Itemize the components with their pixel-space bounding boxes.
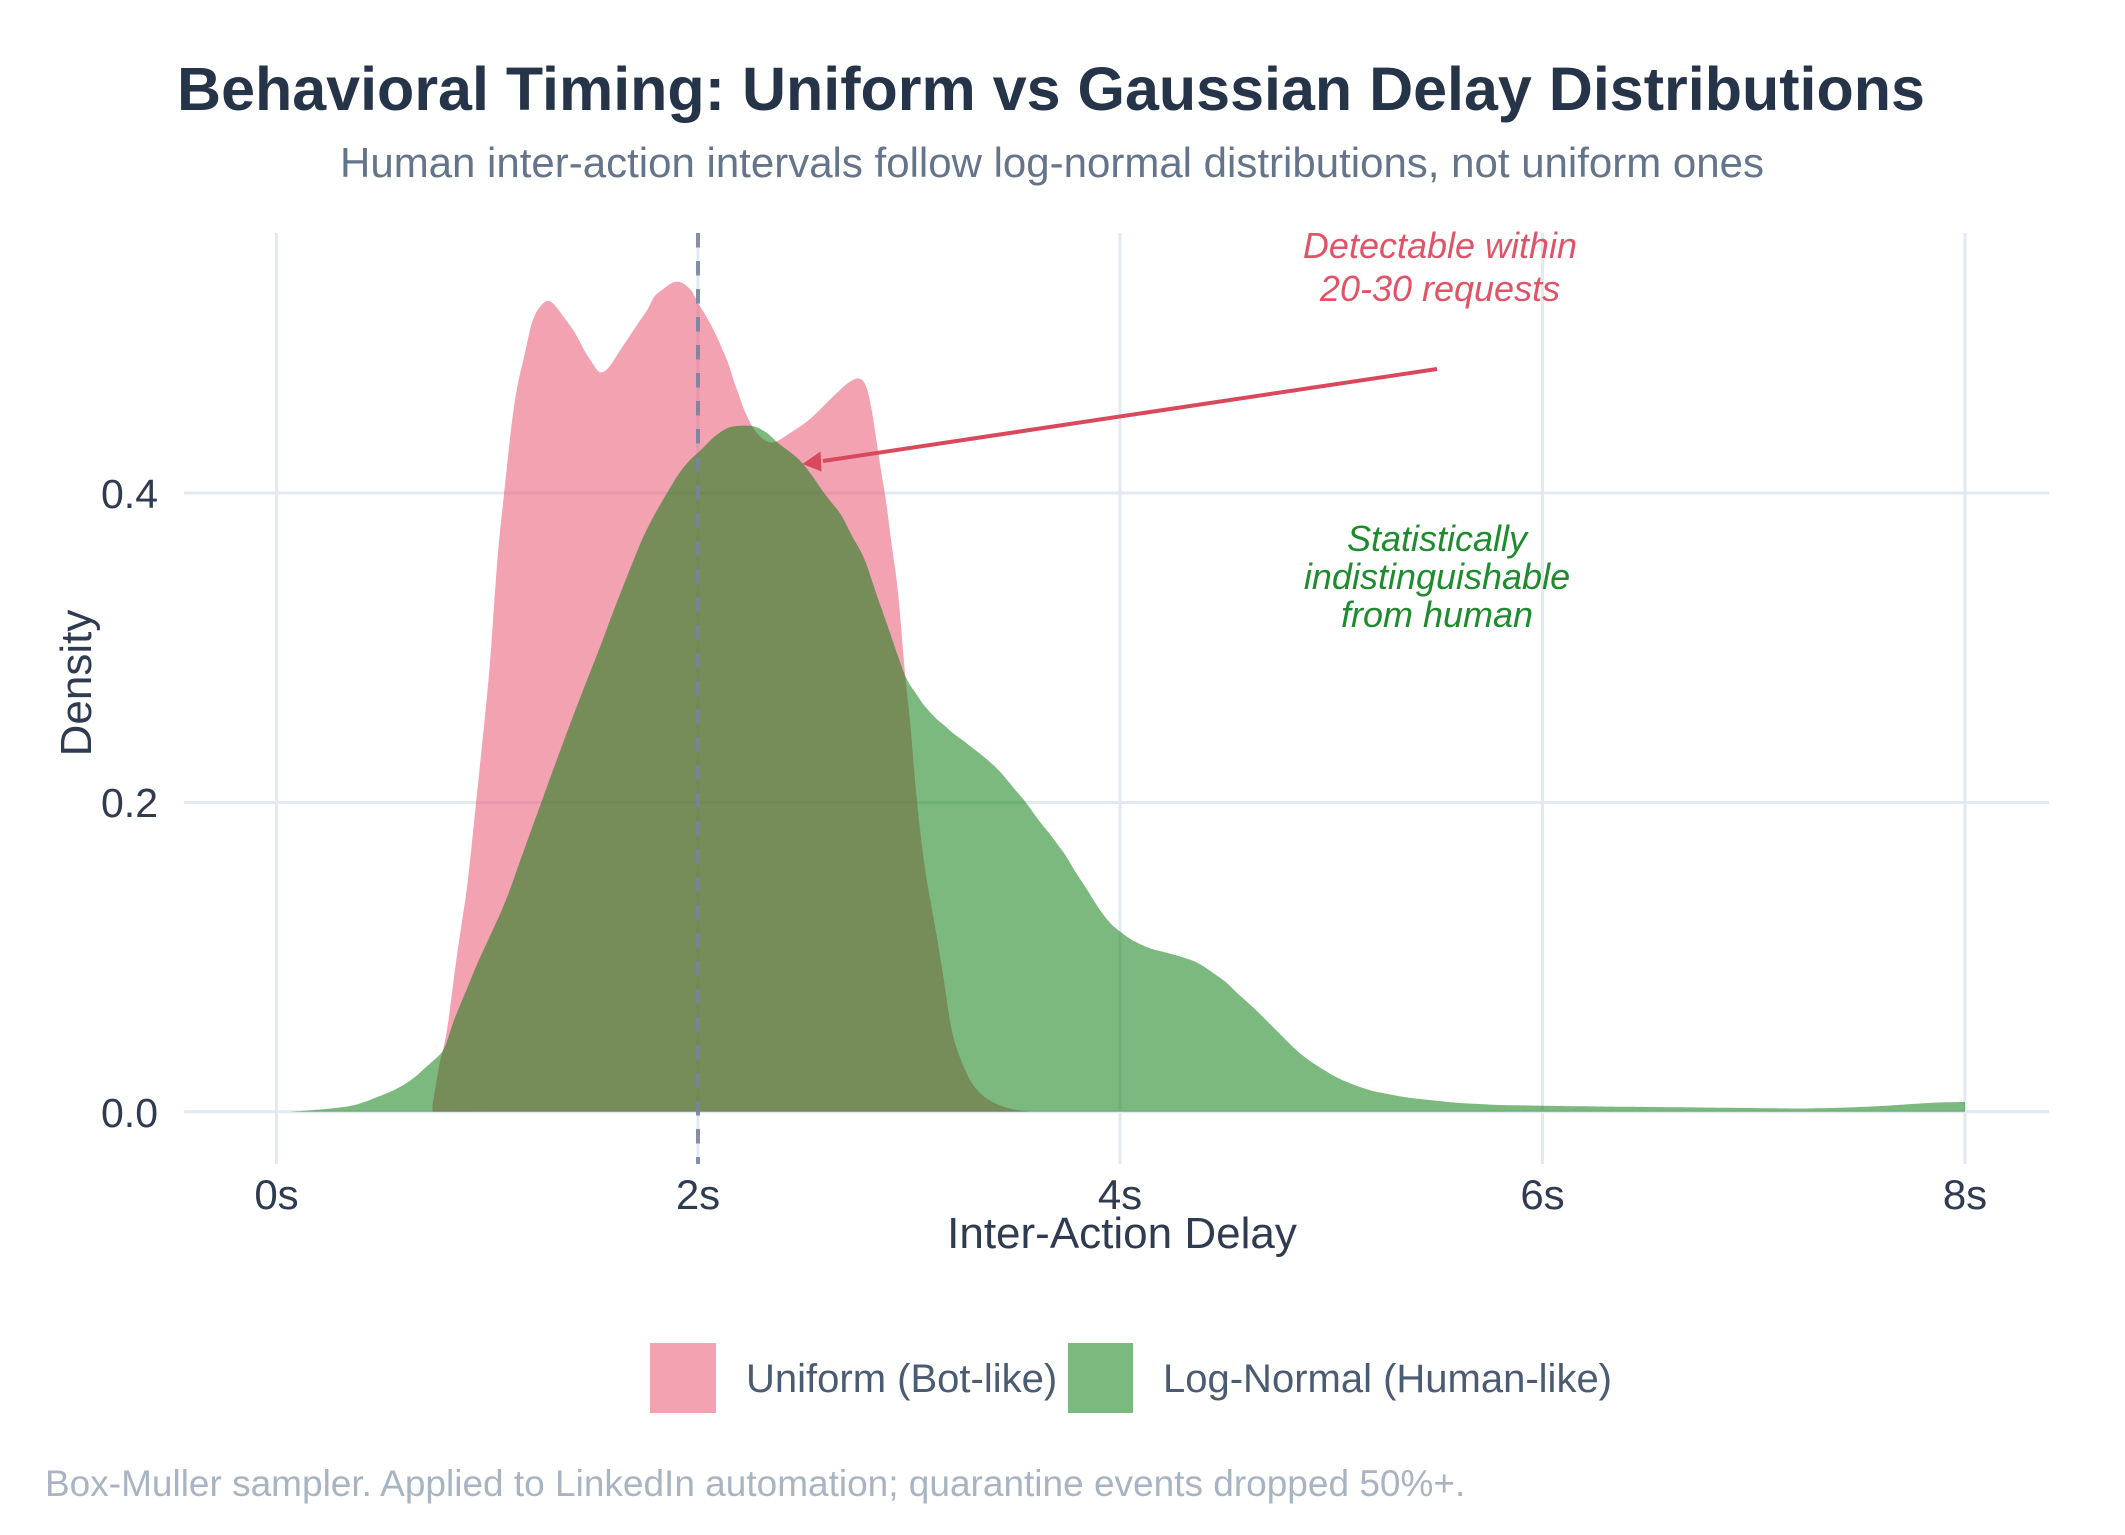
svg-text:Statistically: Statistically [1347, 518, 1529, 559]
svg-text:Box-Muller sampler. Applied to: Box-Muller sampler. Applied to LinkedIn … [45, 1463, 1465, 1504]
svg-text:Behavioral Timing: Uniform vs: Behavioral Timing: Uniform vs Gaussian D… [177, 55, 1925, 123]
svg-text:0.2: 0.2 [101, 780, 158, 826]
svg-text:6s: 6s [1520, 1171, 1564, 1218]
svg-text:20-30 requests: 20-30 requests [1319, 268, 1560, 309]
svg-text:Density: Density [52, 610, 101, 757]
svg-text:0.0: 0.0 [101, 1090, 158, 1136]
svg-text:indistinguishable: indistinguishable [1304, 556, 1570, 597]
svg-text:Log-Normal (Human-like): Log-Normal (Human-like) [1163, 1357, 1612, 1401]
svg-text:Human inter-action intervals f: Human inter-action intervals follow log-… [340, 139, 1764, 186]
svg-text:4s: 4s [1098, 1171, 1142, 1218]
svg-text:Uniform (Bot-like): Uniform (Bot-like) [746, 1357, 1057, 1401]
svg-text:0.4: 0.4 [101, 471, 158, 517]
svg-text:Detectable within: Detectable within [1303, 225, 1577, 266]
svg-text:0s: 0s [254, 1171, 298, 1218]
svg-text:8s: 8s [1943, 1171, 1987, 1218]
svg-text:from human: from human [1341, 594, 1533, 635]
svg-text:Inter-Action Delay: Inter-Action Delay [947, 1209, 1297, 1258]
svg-text:2s: 2s [676, 1171, 720, 1218]
